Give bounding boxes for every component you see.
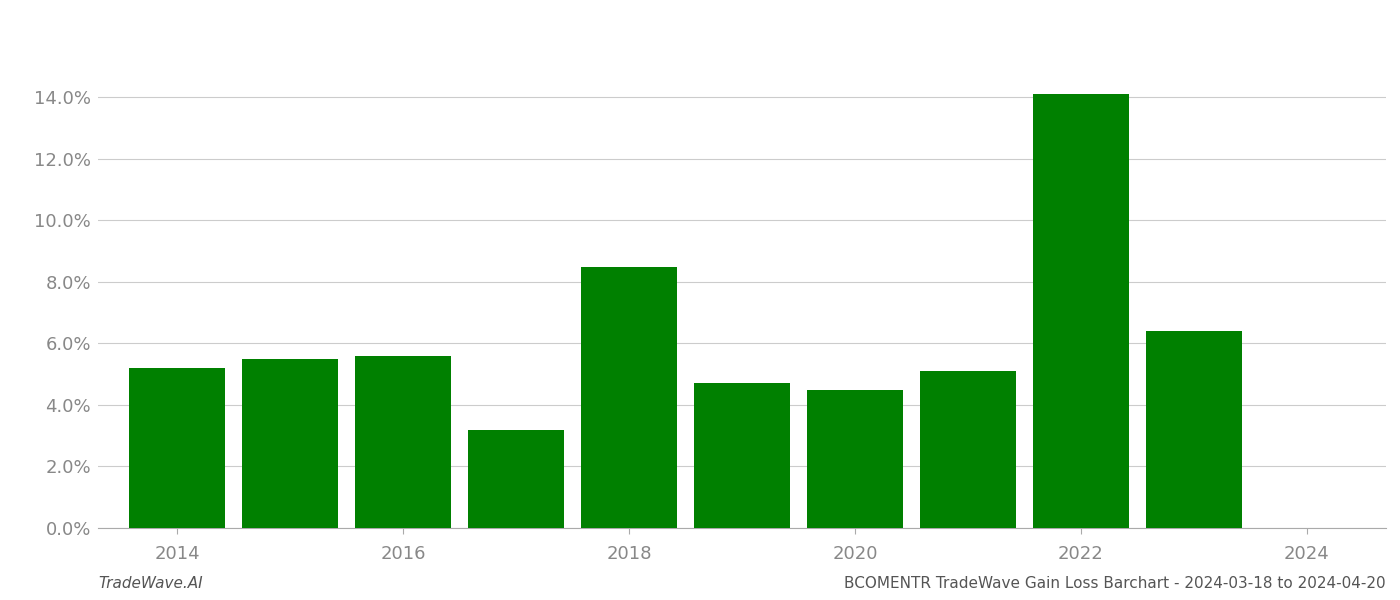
Bar <box>806 389 903 528</box>
Bar <box>129 368 225 528</box>
Bar <box>242 359 337 528</box>
Bar <box>581 266 678 528</box>
Bar <box>356 356 451 528</box>
Bar <box>1147 331 1242 528</box>
Bar <box>468 430 564 528</box>
Bar <box>694 383 790 528</box>
Bar <box>1033 94 1128 528</box>
Text: TradeWave.AI: TradeWave.AI <box>98 576 203 591</box>
Bar <box>920 371 1016 528</box>
Text: BCOMENTR TradeWave Gain Loss Barchart - 2024-03-18 to 2024-04-20: BCOMENTR TradeWave Gain Loss Barchart - … <box>844 576 1386 591</box>
